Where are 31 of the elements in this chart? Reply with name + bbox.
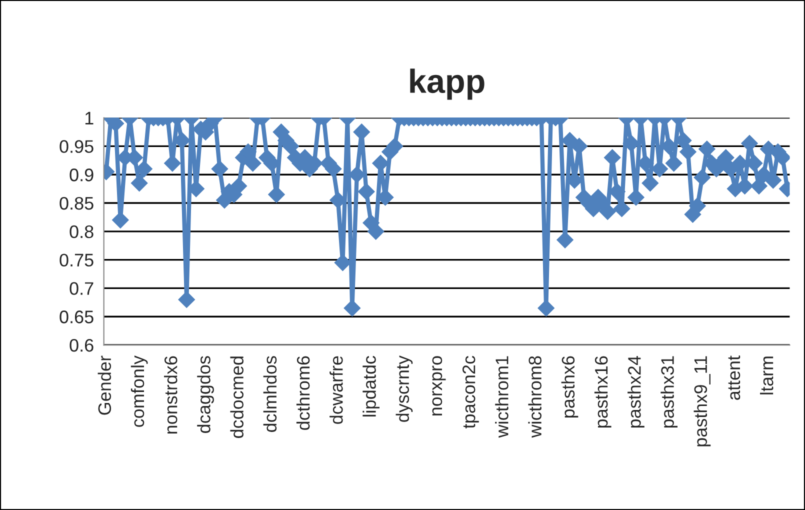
y-tick-label: 0.85 (60, 196, 94, 210)
x-tick-label: dcdocmed (230, 356, 244, 438)
x-tick-label: dclmhdos (263, 356, 277, 432)
x-tick-label: pasthx24 (628, 356, 644, 428)
x-tick-label: pasthx31 (660, 356, 678, 428)
x-tick-label: norxpro (432, 356, 446, 416)
y-tick-label: 0.75 (60, 254, 94, 267)
x-tick-label: ltarm (760, 356, 774, 394)
y-tick-label: 0.7 (70, 282, 94, 295)
x-tick-label: pasthx16 (594, 356, 612, 428)
y-tick-label: 0.8 (70, 225, 94, 238)
y-tick-label: 0.6 (70, 338, 94, 352)
x-tick-label: comfonly (130, 355, 148, 427)
x-tick-label: lipdatdc (362, 356, 380, 416)
x-tick-label: dcwarfre (330, 356, 343, 424)
x-tick-label: attent (728, 356, 740, 400)
x-tick-label: dcthrom6 (296, 356, 310, 430)
x-tick-label: tpacon2c (462, 356, 479, 428)
y-tick-label: 1 (85, 112, 94, 124)
y-tick-label: 0.65 (60, 310, 94, 324)
y-tick-label: 0.95 (60, 140, 94, 153)
x-tick-label: pasthx6 (561, 356, 578, 418)
x-tick-label: wicthrom8 (528, 356, 542, 438)
x-tick-label: pasthx9_11 (694, 356, 711, 446)
x-tick-label: dcaggdos (197, 356, 214, 433)
x-tick-label: nonstrdx6 (164, 356, 178, 434)
x-tick-label: Gender (98, 356, 112, 415)
chart-title: kapp (410, 68, 484, 100)
y-tick-label: 0.9 (70, 168, 94, 182)
x-tick-label: dyscrnty (396, 355, 413, 422)
x-tick-label: wicthrom1 (495, 356, 508, 438)
